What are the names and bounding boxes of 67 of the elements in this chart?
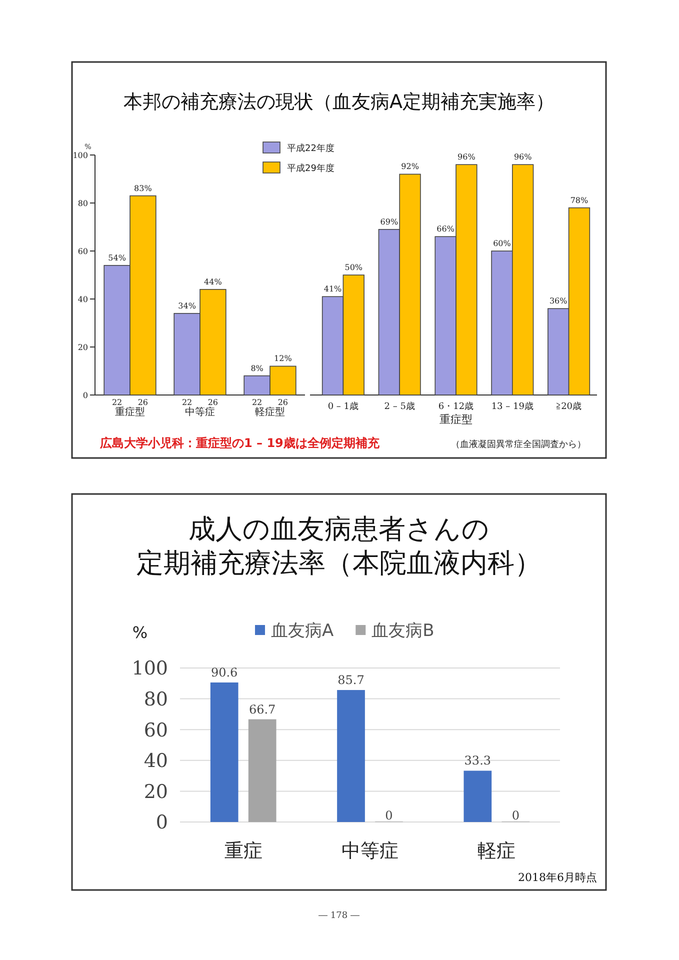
data-label: 44% [204,277,222,286]
text: ― 178 ― [318,911,360,921]
annotation: 22 [112,398,122,407]
annotation: 22 [252,398,262,407]
y-axis-title: % [132,623,148,642]
bar [464,770,492,822]
data-label: 96% [514,152,532,162]
data-label: 85.7 [338,673,364,688]
y-tick-label: 60 [78,246,88,256]
y-tick-label: 100 [72,150,88,160]
x-tick-label: 0 – 1歳 [328,401,359,412]
y-tick-label: 20 [78,342,88,352]
chart-subtitle: 定期補充療法率（本院血液内科） [136,548,542,579]
data-label: 90.6 [210,665,238,680]
x-tick-label: 重症 [224,840,262,862]
data-label: 96% [458,152,476,162]
data-label: 54% [108,253,126,262]
data-label: 60% [493,239,512,248]
data-label: 66.7 [248,702,276,716]
y-tick-label: 20 [144,780,168,803]
y-tick-label: 0 [82,390,88,400]
data-label: 8% [250,364,264,373]
data-label: 33.3 [464,754,492,768]
legend-label: 平成22年度 [287,143,334,154]
x-tick-label: 13 – 19歳 [491,401,534,412]
bar [337,690,365,822]
data-label: 66% [436,224,455,234]
data-label: 50% [344,263,363,272]
y-tick-label: 60 [144,719,168,742]
x-tick-label: 軽症 [478,840,516,862]
annotation: 26 [138,398,148,407]
bar [210,682,238,822]
legend-label: 血友病A [271,621,334,641]
annotation: 26 [208,398,218,407]
annotation: 26 [278,398,288,407]
x-tick-label: 中等症 [342,840,398,862]
data-label: 69% [380,217,398,226]
y-tick-label: 100 [132,658,168,680]
data-label: 0 [385,808,393,822]
chart-title: 成人の血友病患者さんの [188,514,490,545]
data-label: 36% [549,296,568,306]
y-tick-label: 40 [144,750,168,772]
text: 2018年6月時点 [518,871,597,884]
data-label: 0 [512,808,520,822]
x-tick-label: 重症型 [115,406,145,418]
data-label: 41% [324,284,342,294]
legend-label: 血友病B [372,621,434,641]
data-label: 34% [178,301,196,310]
bar [248,719,276,822]
data-label: 83% [134,184,152,193]
annotation: 22 [182,398,192,407]
x-tick-label: 軽症型 [255,406,285,418]
text: （血液凝固異常症全国調査から） [451,439,586,450]
text: 広島大学小児科：重症型の1 – 19歳は全例定期補充 [99,436,380,450]
x-tick-label: 2 – 5歳 [384,401,415,412]
chart-title: 本邦の補充療法の現状（血友病A定期補充実施率） [124,91,554,113]
data-label: 12% [274,354,292,364]
y-tick-label: 0 [156,812,168,834]
x-tick-label: ≧20歳 [556,401,582,412]
data-label: 78% [570,196,589,205]
x-tick-label: 中等症 [185,406,215,418]
legend-label: 平成29年度 [287,163,334,174]
x-tick-label: 6・12歳 [438,401,474,412]
data-label: 92% [401,162,420,172]
y-tick-label: 40 [78,294,88,304]
y-tick-label: 80 [144,688,168,710]
y-tick-label: 80 [78,198,88,208]
